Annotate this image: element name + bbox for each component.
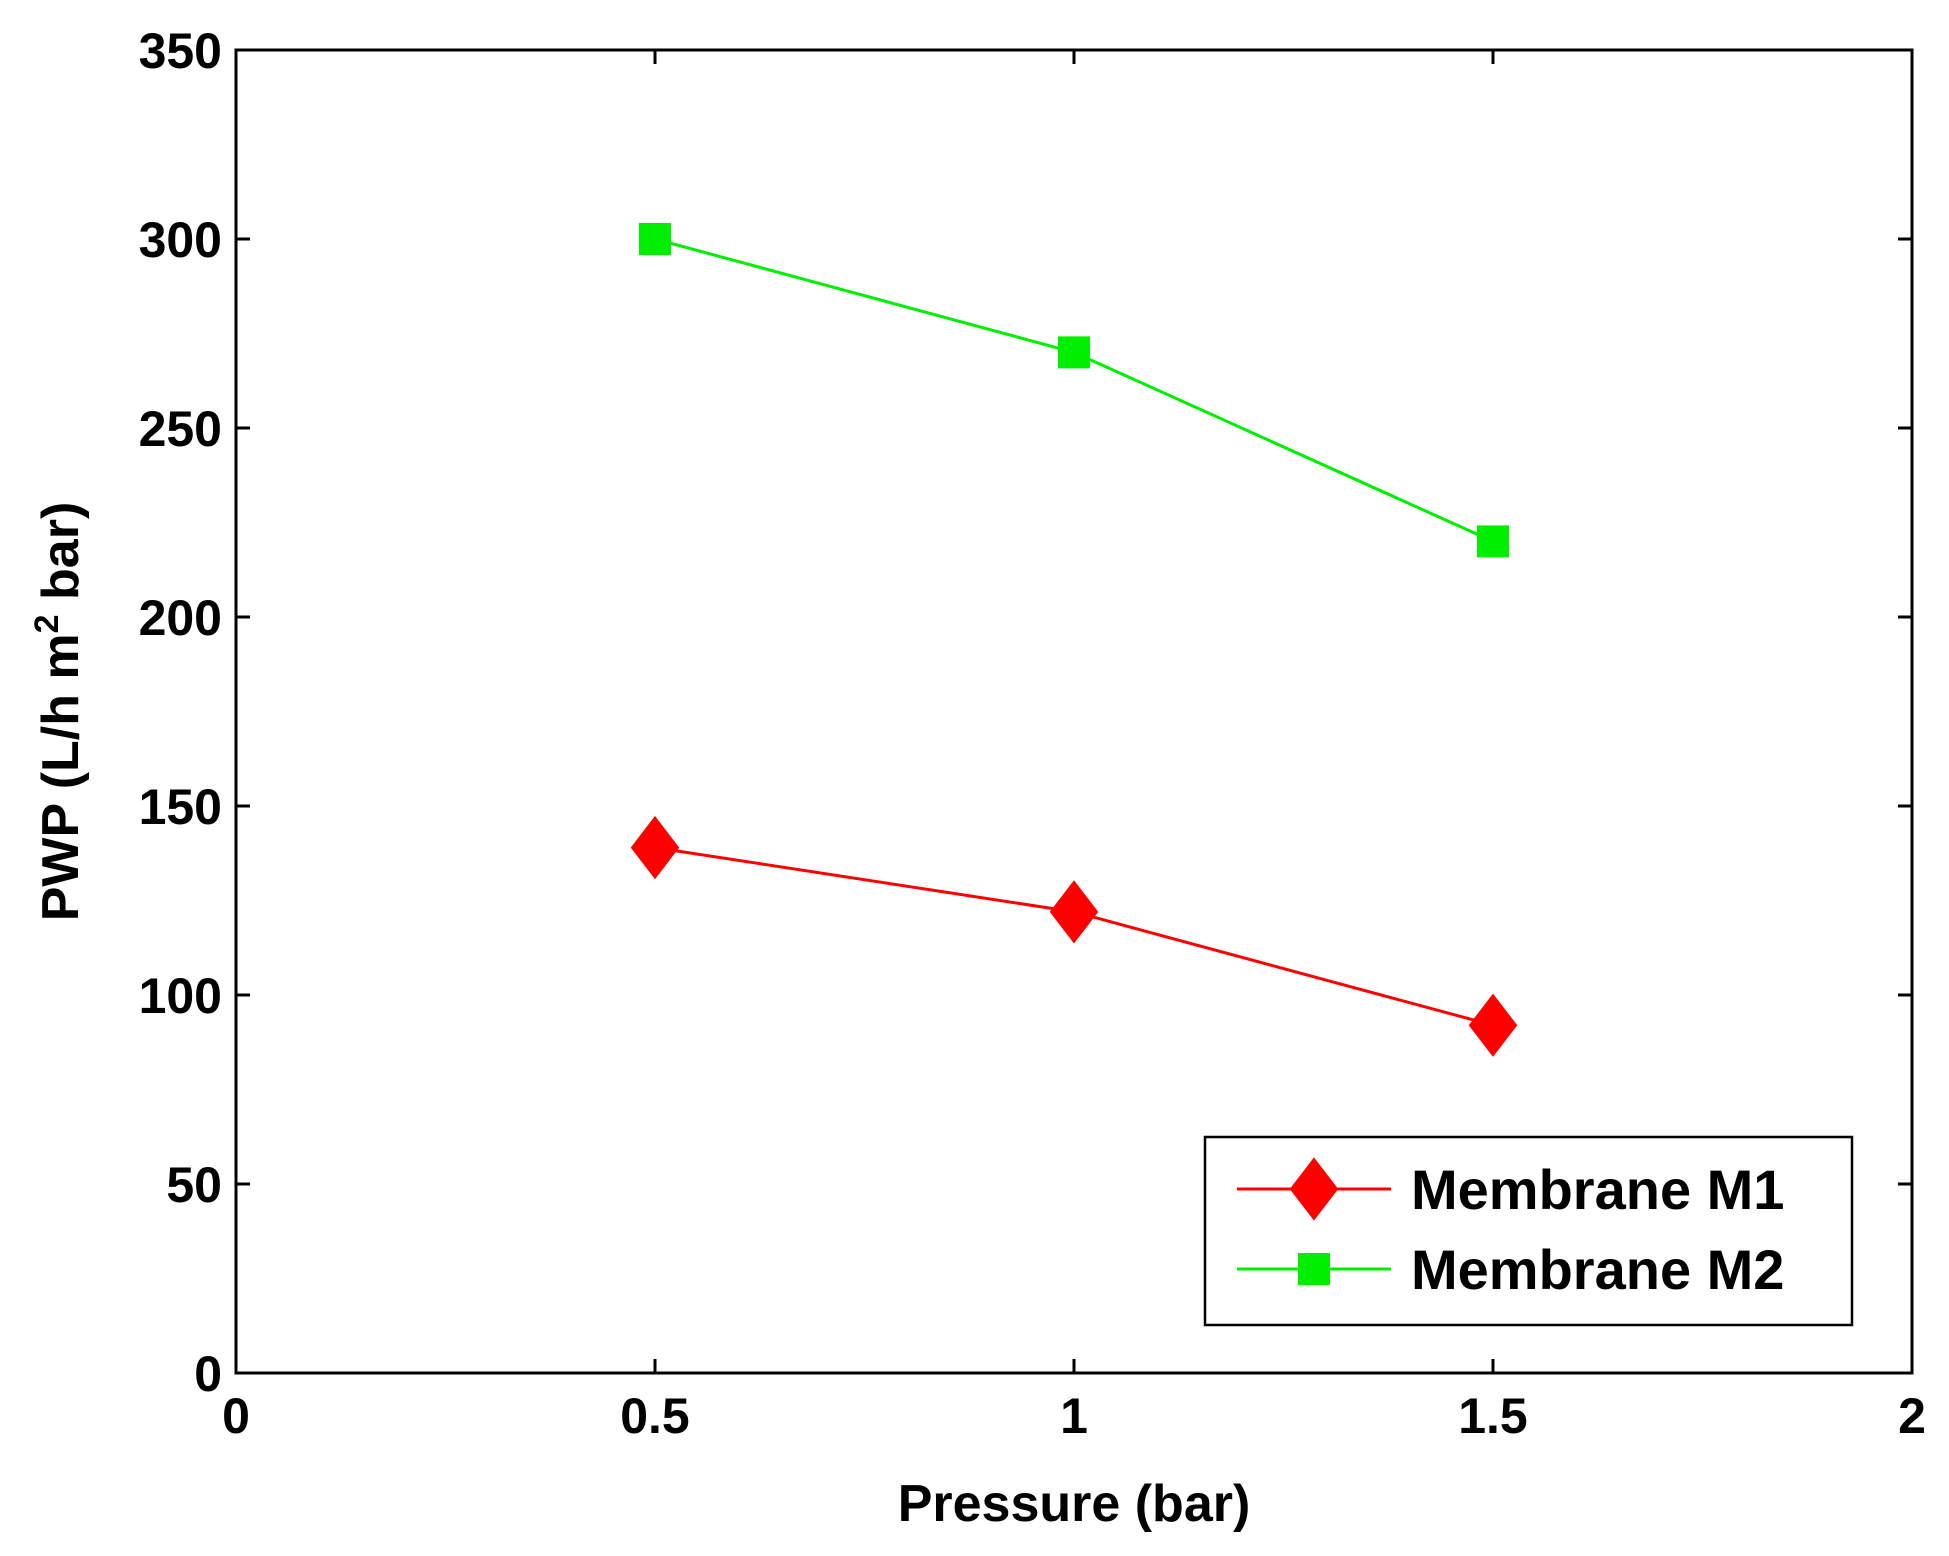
data-point bbox=[1468, 993, 1518, 1057]
series-layer bbox=[630, 223, 1518, 1057]
x-axis-title: Pressure (bar) bbox=[898, 1475, 1251, 1533]
y-tick-label: 100 bbox=[139, 968, 222, 1024]
x-axis-tick-labels: 0 0.5 1 1.5 2 bbox=[222, 1388, 1926, 1444]
legend-label: Membrane M1 bbox=[1411, 1158, 1784, 1221]
y-axis-tick-labels: 0 50 100 150 200 250 300 350 bbox=[139, 23, 222, 1402]
data-point bbox=[639, 223, 671, 255]
data-point bbox=[1477, 525, 1509, 558]
x-tick-label: 2 bbox=[1898, 1388, 1926, 1444]
y-tick-label: 0 bbox=[194, 1346, 222, 1402]
x-tick-label: 1.5 bbox=[1458, 1388, 1528, 1444]
data-point bbox=[630, 815, 680, 880]
legend-marker bbox=[1289, 1157, 1339, 1221]
data-point bbox=[1058, 336, 1090, 369]
series-1 bbox=[630, 815, 1518, 1057]
x-tick-label: 0.5 bbox=[620, 1388, 690, 1444]
y-axis-title-superscript: 2 bbox=[28, 614, 66, 633]
legend-entry: Membrane M1 bbox=[1237, 1157, 1784, 1221]
legend-marker bbox=[1298, 1253, 1330, 1285]
x-tick-label: 1 bbox=[1060, 1388, 1088, 1444]
y-tick-label: 300 bbox=[139, 212, 222, 268]
y-axis-title-prefix: PWP (L/h m bbox=[32, 633, 90, 921]
y-tick-label: 200 bbox=[139, 590, 222, 646]
y-axis-title: PWP (L/h m2 bar) bbox=[28, 502, 90, 922]
y-tick-label: 350 bbox=[139, 23, 222, 79]
y-tick-label: 250 bbox=[139, 401, 222, 457]
legend: Membrane M1 Membrane M2 bbox=[1203, 1135, 1854, 1327]
x-tick-label: 0 bbox=[222, 1388, 250, 1444]
y-axis-ticks bbox=[236, 48, 1912, 1375]
y-tick-label: 50 bbox=[166, 1157, 222, 1213]
legend-label: Membrane M2 bbox=[1411, 1238, 1784, 1301]
data-point bbox=[1049, 880, 1099, 944]
legend-entries: Membrane M1 Membrane M2 bbox=[1237, 1157, 1784, 1301]
x-axis-ticks bbox=[234, 50, 1914, 1373]
y-axis-title-suffix: bar) bbox=[32, 502, 90, 615]
legend-entry: Membrane M2 bbox=[1237, 1238, 1784, 1301]
series-2 bbox=[639, 223, 1509, 558]
y-tick-label: 150 bbox=[139, 779, 222, 835]
